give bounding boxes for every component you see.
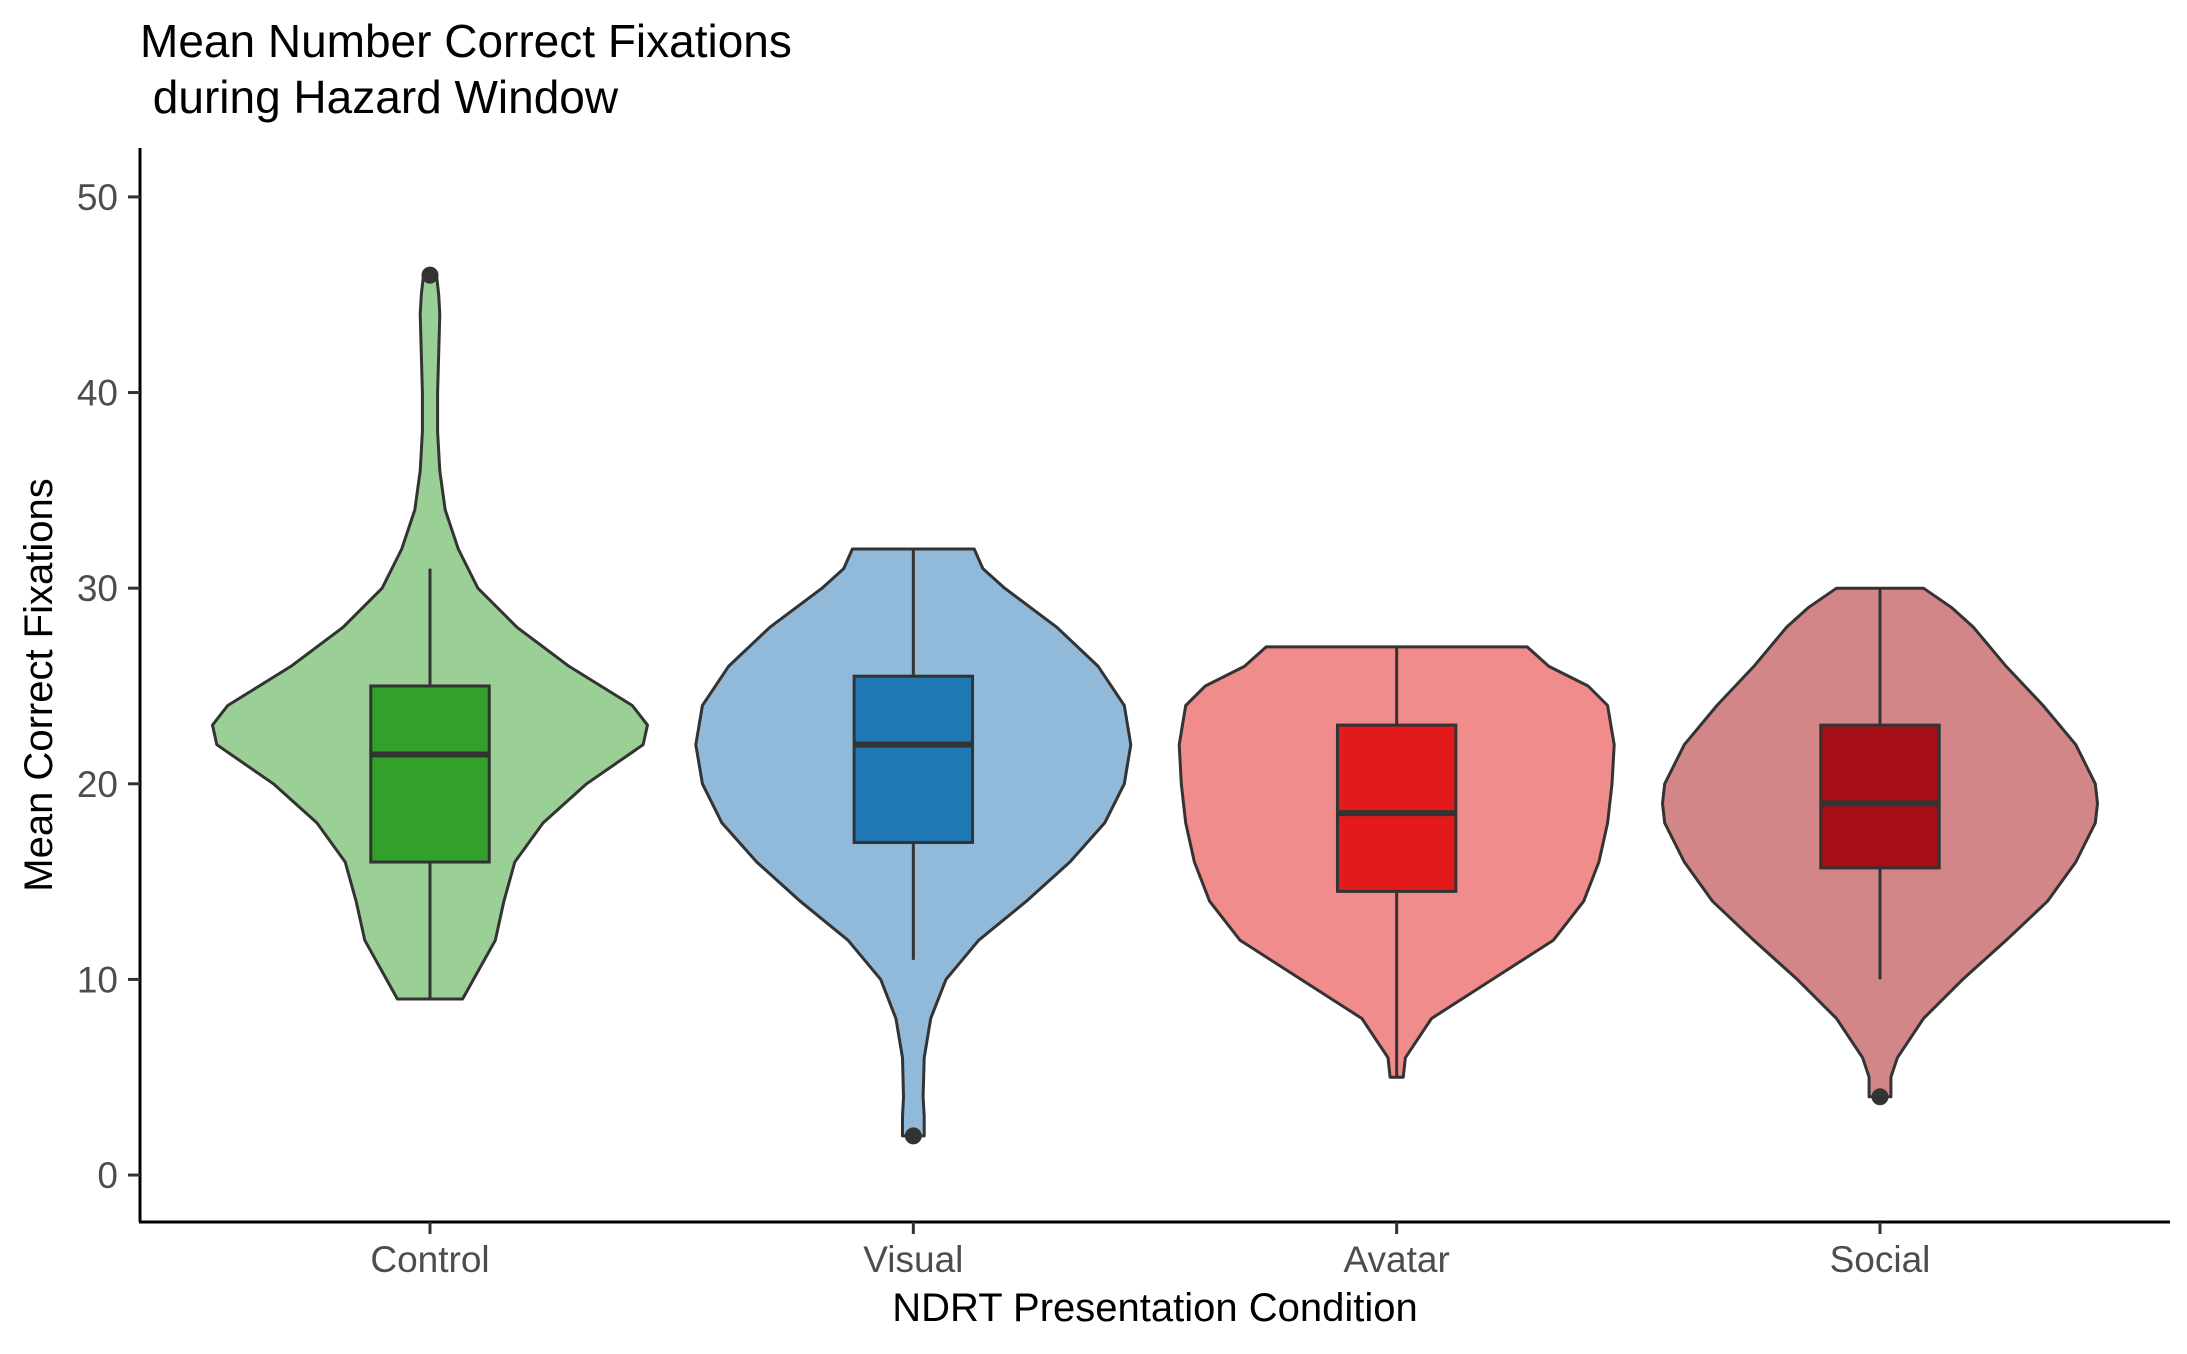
y-tick-label: 20	[77, 764, 118, 805]
box-visual	[852, 674, 975, 844]
x-axis: Control Visual Avatar Social	[370, 1222, 1930, 1280]
group-avatar	[1177, 645, 1616, 1079]
y-axis: 0 10 20 30 40 50	[77, 177, 140, 1196]
group-visual	[694, 547, 1133, 1145]
y-tick-label: 50	[77, 177, 118, 218]
box-avatar	[1335, 723, 1458, 893]
outlier-point-control	[421, 266, 439, 284]
group-social	[1661, 586, 2099, 1106]
y-tick-label: 10	[77, 959, 118, 1000]
x-axis-title: NDRT Presentation Condition	[892, 1286, 1417, 1330]
box-control	[369, 684, 491, 864]
y-tick-label: 40	[77, 373, 118, 414]
plot-area	[211, 266, 2099, 1145]
x-tick-label: Visual	[863, 1239, 963, 1280]
box-social	[1819, 723, 1941, 870]
group-control	[211, 266, 649, 1001]
x-tick-label: Social	[1830, 1239, 1931, 1280]
x-tick-label: Avatar	[1344, 1239, 1450, 1280]
x-tick-label: Control	[370, 1239, 489, 1280]
chart-title-line1: Mean Number Correct Fixations	[140, 15, 792, 67]
y-axis-title: Mean Correct Fixations	[17, 478, 61, 891]
y-tick-label: 30	[77, 568, 118, 609]
outlier-point-visual	[904, 1127, 922, 1145]
y-tick-label: 0	[97, 1155, 118, 1196]
outlier-point-social	[1871, 1088, 1889, 1106]
chart-title-line2: during Hazard Window	[140, 71, 619, 123]
